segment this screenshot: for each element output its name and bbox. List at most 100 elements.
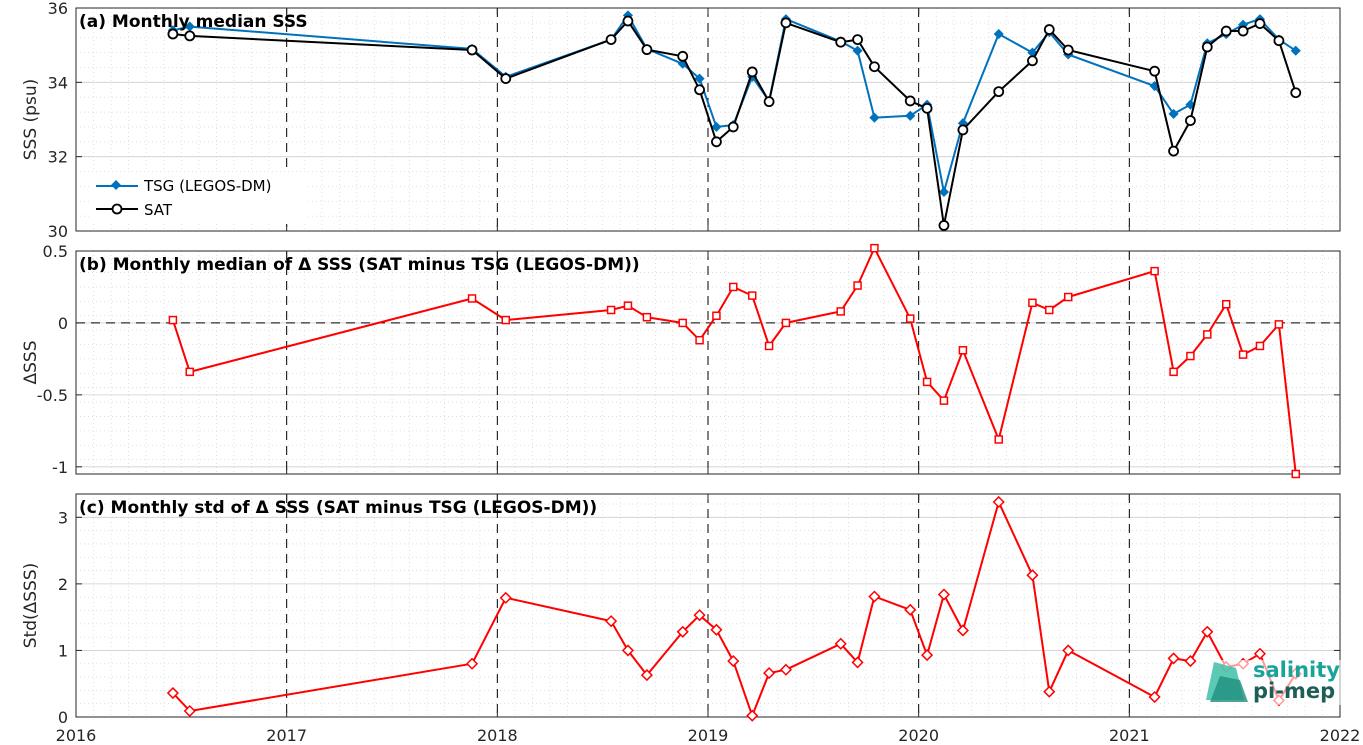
y-axis-label: ΔSSS (21, 340, 41, 384)
data-point (1254, 18, 1266, 30)
data-point (780, 17, 792, 29)
x-tick-label: 2022 (1320, 726, 1361, 745)
data-point (992, 495, 1005, 509)
data-point (621, 644, 635, 657)
y-axis-label: SSS (psu) (21, 79, 41, 160)
data-point (1167, 652, 1180, 665)
data-point (168, 315, 178, 325)
data-point (904, 603, 917, 616)
data-point (1168, 145, 1179, 157)
data-point (1291, 469, 1301, 479)
data-point (465, 657, 479, 670)
panel-b: -1 -0.5 0 0.5 ΔSSS (b) Monthly median of Δ SS… (21, 242, 1341, 479)
y-tick-label: -0.5 (37, 386, 68, 405)
data-point (763, 667, 776, 680)
y-tick-label: -1 (52, 458, 68, 477)
data-point (467, 294, 477, 303)
data-point (1062, 644, 1075, 657)
panel-title: (c) Monthly std of Δ SSS (SAT minus TSG … (79, 498, 597, 518)
data-point (853, 281, 862, 290)
legend-box (90, 172, 305, 224)
data-point (678, 318, 687, 328)
data-point (499, 591, 512, 604)
data-point (694, 73, 705, 84)
data-point (185, 367, 195, 377)
data-point (1290, 87, 1302, 99)
legend-tsg-label: TSG (LEGOS-DM) (143, 177, 271, 195)
data-point (764, 341, 774, 351)
data-point (1201, 41, 1213, 53)
data-point (1045, 305, 1054, 315)
data-point (852, 34, 863, 45)
data-point (763, 96, 775, 108)
panel-a: 30 32 34 36 SSS (psu) (a) Monthly median SSS (21, 0, 1341, 241)
legend-tsg-marker (111, 180, 121, 190)
data-point (746, 709, 759, 722)
y-tick-label: 0 (58, 314, 68, 333)
data-point (958, 346, 968, 355)
series-line (171, 247, 1297, 475)
panel-c: 2016 2017 2018 2019 2020 2021 2022 0 1 2 3 Std(ΔSSS… (21, 493, 1361, 745)
data-point (623, 301, 633, 310)
data-point (1221, 299, 1231, 309)
y-tick-label: 1 (58, 641, 68, 660)
data-point (993, 86, 1005, 98)
data-point (1237, 25, 1249, 37)
data-point (711, 136, 722, 148)
x-tick-label: 2018 (477, 726, 518, 745)
data-point (1238, 350, 1248, 359)
data-point (852, 45, 863, 56)
data-point (1168, 108, 1179, 119)
data-point (1169, 367, 1178, 377)
y-tick-label: 30 (48, 222, 68, 241)
x-tick-label: 2019 (688, 726, 729, 745)
legend-sat-label: SAT (144, 201, 173, 219)
x-tick-label: 2017 (266, 726, 307, 745)
series-line (172, 501, 1297, 717)
data-point (1255, 341, 1265, 351)
data-point (937, 588, 951, 601)
y-tick-label: 32 (48, 148, 68, 167)
data-point (836, 307, 845, 316)
data-point (183, 704, 196, 718)
legend-sat-marker (111, 203, 123, 215)
data-point (869, 112, 880, 123)
panel-title: (a) Monthly median SSS (79, 12, 308, 32)
series-line (172, 14, 1297, 193)
data-point (677, 50, 689, 62)
y-tick-label: 36 (48, 0, 68, 18)
data-point (640, 669, 653, 682)
data-point (834, 637, 847, 650)
y-tick-label: 3 (58, 508, 68, 527)
data-point (710, 623, 723, 636)
series-line (172, 20, 1297, 227)
data-point (729, 282, 738, 292)
data-point (1274, 320, 1284, 329)
data-point (711, 121, 722, 132)
data-point (1290, 45, 1301, 56)
data-point (727, 121, 739, 133)
legend-a: TSG (LEGOS-DM) SAT (90, 172, 305, 224)
data-point (1220, 25, 1232, 37)
data-point (1273, 35, 1285, 47)
y-tick-label: 0.5 (43, 242, 68, 261)
data-point (781, 318, 791, 328)
data-point (1253, 647, 1267, 660)
y-tick-label: 34 (48, 73, 68, 92)
logo-wave-icon-2 (1210, 676, 1248, 702)
data-point (605, 34, 617, 45)
data-point (905, 314, 915, 323)
data-point (727, 655, 740, 668)
y-tick-label: 0 (58, 708, 68, 727)
data-point (1028, 298, 1037, 308)
data-point (1185, 99, 1196, 110)
data-point (1027, 55, 1038, 67)
data-point (501, 315, 511, 325)
data-point (622, 15, 634, 27)
data-point (641, 44, 653, 56)
data-point (184, 30, 196, 42)
data-point (642, 312, 652, 322)
logo-text-pimep: pi-mep (1253, 679, 1335, 703)
